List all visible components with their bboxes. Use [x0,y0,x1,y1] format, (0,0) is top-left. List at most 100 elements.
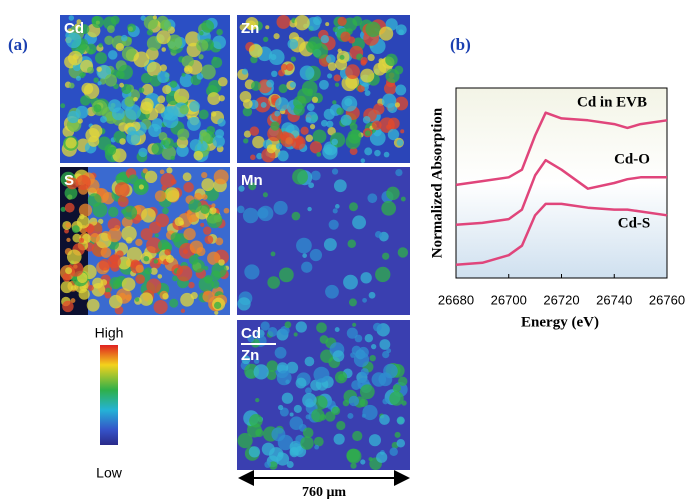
map-texture [146,237,162,254]
map-texture [276,15,291,29]
map-texture [181,72,186,77]
map-texture [325,22,330,27]
map-texture [140,101,153,115]
map-texture [203,226,212,235]
map-texture [244,264,260,280]
map-texture [325,284,339,299]
map-texture [293,104,305,116]
colorbar-low: Low [96,465,123,481]
element-maps: Cd Zn S Mn Cd Zn [60,15,410,470]
map-texture [371,120,382,131]
map-texture [312,43,329,59]
map-texture [351,345,362,356]
map-texture [70,298,76,303]
map-texture [107,50,118,60]
map-texture [65,222,71,228]
map-texture [270,251,276,257]
map-texture [375,266,391,283]
map-texture [107,228,122,243]
map-texture [211,280,220,289]
map-texture [337,16,347,26]
map-texture [201,172,208,179]
spectrum-line [455,158,667,227]
map-texture [277,150,289,162]
map-texture [189,240,204,254]
map-texture [310,170,321,181]
map-texture [313,366,330,383]
map-texture [183,65,193,75]
map-texture [79,24,90,35]
map-texture [286,361,299,374]
map-texture [379,414,390,425]
map-texture [96,66,102,72]
map-texture [305,111,318,124]
map-texture [138,147,148,158]
map-texture [316,322,327,333]
map-texture [326,54,336,64]
x-tick-label: 26680 [438,292,474,307]
map-texture [274,110,281,117]
map-texture [291,211,301,221]
map-texture [389,447,398,456]
map-texture [189,139,202,152]
map-texture [333,179,347,193]
map-texture [333,74,341,82]
map-texture [275,143,283,150]
map-texture [252,135,265,149]
map-texture [86,298,100,312]
map-texture [367,193,378,204]
map-texture [191,259,205,273]
map-texture [162,112,179,129]
map-texture [373,62,387,76]
map-texture [162,207,169,215]
map-texture [268,461,278,470]
map-texture [140,228,153,241]
map-texture [179,73,194,88]
map-texture [271,427,286,442]
map-texture [201,178,215,192]
map-texture [368,434,381,447]
map-texture [75,75,81,81]
map-texture [78,288,90,300]
map-texture [118,64,133,80]
map-texture [182,172,192,182]
map-texture [271,70,278,78]
map-texture [62,300,74,313]
map-texture [138,87,145,93]
map-texture [179,104,189,115]
map-texture [97,81,102,86]
map-texture [359,384,375,400]
map-texture [311,96,319,103]
map-texture [365,21,381,38]
map-texture [74,23,81,29]
map-texture [367,53,375,62]
map-texture [138,184,144,190]
map-texture [267,276,280,289]
map-texture [286,460,294,469]
map-texture [316,151,322,157]
map-texture [207,92,221,106]
map-texture [257,205,274,222]
map-texture [239,23,247,31]
map-texture [209,207,217,215]
map-texture [266,360,279,372]
map-texture [266,79,275,88]
map-texture [336,107,344,115]
map-texture [141,72,152,84]
map-texture [124,96,136,107]
map-texture [135,264,144,273]
map-texture [289,81,297,88]
map-texture [183,227,196,241]
map-texture [273,33,280,40]
map-texture [364,334,374,343]
map-texture [296,237,312,254]
map-texture [75,174,91,190]
map-texture [121,225,137,242]
map-texture [375,231,382,238]
map-texture [117,196,129,207]
map-texture [255,428,264,438]
map-texture [118,122,128,132]
panel-label: (b) [450,35,471,54]
map-texture [126,247,143,263]
map-texture [208,79,222,94]
